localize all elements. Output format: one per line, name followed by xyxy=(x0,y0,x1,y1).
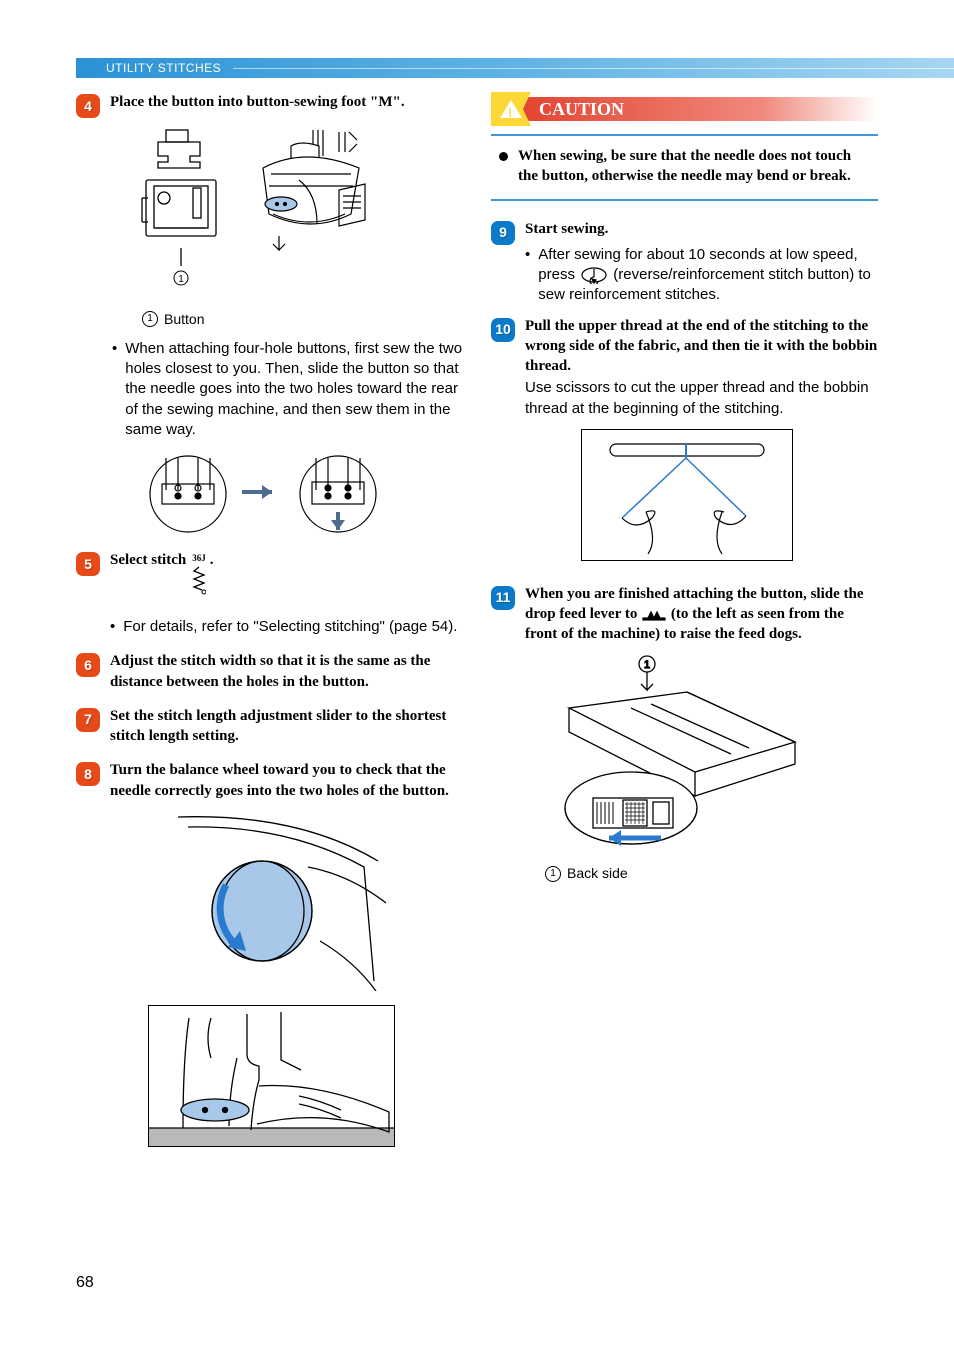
step-4-body: Place the button into button-sewing foot… xyxy=(110,92,463,112)
step-9: 9 Start sewing. • After sewing for about… xyxy=(491,219,878,306)
diagram-thread-tie xyxy=(581,429,793,561)
bullet-text: When attaching four-hole buttons, first … xyxy=(125,339,463,440)
diagram-needle-holes xyxy=(148,1005,395,1147)
bullet-marker: • xyxy=(110,617,115,637)
reverse-stitch-icon xyxy=(579,266,609,284)
step-9-bullet: • After sewing for about 10 seconds at l… xyxy=(525,245,878,306)
step-number-11: 11 xyxy=(491,586,515,610)
step-7: 7 Set the stitch length adjustment slide… xyxy=(76,706,463,747)
caution-text-body: When sewing, be sure that the needle doe… xyxy=(518,146,870,187)
zigzag-icon xyxy=(192,565,206,595)
step-number-5: 5 xyxy=(76,552,100,576)
step-4-bullet: • When attaching four-hole buttons, firs… xyxy=(112,339,463,440)
feed-dog-up-icon xyxy=(641,606,667,622)
step-number-10: 10 xyxy=(491,318,515,342)
step-5-block: 5 Select stitch 36J . • For details, xyxy=(76,550,463,637)
diagram-handwheel xyxy=(148,811,393,991)
page-content: 4 Place the button into button-sewing fo… xyxy=(76,92,878,1258)
stitch-36j-icon: 36J xyxy=(192,550,206,599)
circled-1-icon: 1 xyxy=(142,311,158,327)
step-number-4: 4 xyxy=(76,94,100,118)
step-6-head: Adjust the stitch width so that it is th… xyxy=(110,651,463,692)
bullet-marker: • xyxy=(525,245,530,306)
section-title: UTILITY STITCHES xyxy=(76,60,221,76)
step-4-fourhhole-diagram xyxy=(146,452,463,538)
step-4-block: 4 Place the button into button-sewing fo… xyxy=(76,92,463,538)
step-number-6: 6 xyxy=(76,653,100,677)
circled-1-icon: 1 xyxy=(545,866,561,882)
caution-body: When sewing, be sure that the needle doe… xyxy=(491,134,878,201)
bullet-text: After sewing for about 10 seconds at low… xyxy=(538,245,878,306)
section-header: UTILITY STITCHES xyxy=(76,58,954,78)
step-4-figure: 1 xyxy=(136,128,463,298)
step-9-head: Start sewing. xyxy=(525,219,878,239)
step-8: 8 Turn the balance wheel toward you to c… xyxy=(76,760,463,801)
step-5: 5 Select stitch 36J . • For details, xyxy=(76,550,463,637)
caution-block: CAUTION When sewing, be sure that the ne… xyxy=(491,92,878,201)
fig-label-text: Button xyxy=(164,310,204,329)
step-4-fig-label: 1 Button xyxy=(142,310,463,329)
step-6: 6 Adjust the stitch width so that it is … xyxy=(76,651,463,692)
header-rule xyxy=(233,68,954,69)
step-4: 4 Place the button into button-sewing fo… xyxy=(76,92,463,118)
svg-text:1: 1 xyxy=(178,274,184,285)
step-5-bullet: • For details, refer to "Selecting stitc… xyxy=(110,617,463,637)
page-number: 68 xyxy=(76,1272,94,1294)
diagram-foot-m: 1 xyxy=(136,128,231,298)
step-10: 10 Pull the upper thread at the end of t… xyxy=(491,316,878,419)
caution-banner: CAUTION xyxy=(491,92,878,126)
step-6-block: 6 Adjust the stitch width so that it is … xyxy=(76,651,463,692)
step-10-sub: Use scissors to cut the upper thread and… xyxy=(525,378,878,419)
diagram-four-hole xyxy=(146,452,406,538)
bullet-dot-icon xyxy=(499,152,508,161)
step-5-body: Select stitch 36J . • For details, refer… xyxy=(110,550,463,637)
step-11: 11 When you are finished attaching the b… xyxy=(491,584,878,645)
step-10-figure xyxy=(581,429,878,566)
step-9-block: 9 Start sewing. • After sewing for about… xyxy=(491,219,878,306)
diagram-feed-lever: 1 xyxy=(561,652,801,852)
step-10-head: Pull the upper thread at the end of the … xyxy=(525,316,878,377)
step-11-head: When you are finished attaching the butt… xyxy=(525,584,878,645)
step-4-head: Place the button into button-sewing foot… xyxy=(110,92,463,112)
step-number-7: 7 xyxy=(76,708,100,732)
step-11-figure: 1 xyxy=(561,652,878,852)
step-7-block: 7 Set the stitch length adjustment slide… xyxy=(76,706,463,747)
step-number-8: 8 xyxy=(76,762,100,786)
fig-label-text: Back side xyxy=(567,864,628,883)
svg-text:1: 1 xyxy=(644,659,650,671)
step-8-head: Turn the balance wheel toward you to che… xyxy=(110,760,463,801)
step-10-block: 10 Pull the upper thread at the end of t… xyxy=(491,316,878,566)
step-5-head: Select stitch 36J . xyxy=(110,550,463,599)
step-11-fig-label: 1 Back side xyxy=(545,864,878,883)
bullet-marker: • xyxy=(112,339,117,440)
step-number-9: 9 xyxy=(491,221,515,245)
step-8-block: 8 Turn the balance wheel toward you to c… xyxy=(76,760,463,1151)
diagram-foot-perspective xyxy=(251,128,371,268)
step-11-block: 11 When you are finished attaching the b… xyxy=(491,584,878,884)
caution-label: CAUTION xyxy=(539,97,624,121)
step-8-figures xyxy=(148,811,463,1152)
step-7-head: Set the stitch length adjustment slider … xyxy=(110,706,463,747)
bullet-text: For details, refer to "Selecting stitchi… xyxy=(123,617,457,637)
